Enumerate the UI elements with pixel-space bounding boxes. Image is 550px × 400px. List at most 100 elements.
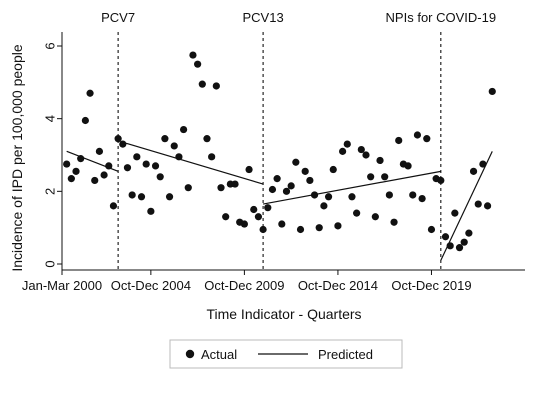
actual-point <box>362 151 370 159</box>
actual-point <box>95 147 104 155</box>
actual-point <box>72 167 80 175</box>
actual-point <box>77 155 85 163</box>
actual-point <box>231 180 239 188</box>
actual-series <box>63 51 496 252</box>
actual-point <box>184 184 192 192</box>
legend-label: Predicted <box>318 347 373 362</box>
actual-point <box>119 140 127 148</box>
y-tick-label: 0 <box>43 260 58 267</box>
actual-point <box>142 160 150 168</box>
actual-point <box>165 193 174 201</box>
axes: 0 2 4 6 Jan-Mar 2000 Oct-Dec 2004 Oct-Dec 2009… <box>22 32 525 293</box>
actual-point <box>474 200 482 208</box>
actual-point <box>151 162 160 170</box>
actual-point <box>465 229 473 237</box>
legend-label: Actual <box>201 347 237 362</box>
actual-point <box>137 193 146 201</box>
actual-point <box>455 244 464 252</box>
actual-point <box>268 185 277 194</box>
actual-point <box>310 191 319 199</box>
actual-point <box>427 225 436 234</box>
actual-point <box>483 202 492 210</box>
actual-point <box>451 209 459 217</box>
actual-point <box>329 165 337 174</box>
actual-point <box>133 153 141 161</box>
actual-point <box>189 51 197 59</box>
y-tick-label: 6 <box>43 42 58 49</box>
actual-point <box>86 89 94 97</box>
actual-point <box>161 135 169 143</box>
actual-point <box>67 175 75 183</box>
actual-point <box>212 82 220 90</box>
legend-dot-marker <box>185 349 195 359</box>
x-tick-label: Oct-Dec 2009 <box>204 278 284 293</box>
actual-point <box>315 224 323 232</box>
actual-point <box>217 184 225 192</box>
actual-point <box>395 136 403 145</box>
actual-point <box>404 162 412 170</box>
actual-point <box>123 164 132 172</box>
x-axis-title: Time Indicator - Quarters <box>206 306 361 322</box>
actual-point <box>259 225 267 234</box>
actual-point <box>105 162 113 170</box>
actual-point <box>385 191 393 199</box>
actual-point <box>278 220 286 228</box>
actual-point <box>156 173 164 181</box>
actual-point <box>306 176 314 185</box>
actual-point <box>81 116 89 125</box>
actual-point <box>339 147 347 155</box>
actual-point <box>175 153 183 161</box>
actual-point <box>240 220 248 228</box>
y-axis-title: Incidence of IPD per 100,000 people <box>9 44 25 271</box>
actual-point <box>296 225 305 234</box>
actual-point <box>413 131 422 139</box>
actual-point <box>91 176 99 185</box>
actual-point <box>353 209 361 217</box>
actual-point <box>109 202 118 210</box>
actual-point <box>469 167 478 175</box>
actual-point <box>179 125 188 134</box>
actual-point <box>301 167 309 175</box>
actual-point <box>460 238 468 246</box>
y-tick-label: 2 <box>43 188 58 195</box>
predicted-series <box>66 141 493 261</box>
actual-point <box>264 204 272 212</box>
predicted-line-segment <box>440 151 493 261</box>
actual-point <box>441 233 450 241</box>
actual-point <box>287 182 295 190</box>
actual-point <box>348 193 356 201</box>
actual-point <box>203 135 211 143</box>
actual-point <box>198 80 206 88</box>
actual-point <box>367 173 375 181</box>
actual-point <box>423 135 431 143</box>
actual-point <box>194 60 202 68</box>
actual-point <box>245 165 253 174</box>
actual-point <box>371 213 379 221</box>
event-label: PCV13 <box>242 10 283 25</box>
actual-point <box>446 242 454 250</box>
x-tick-label: Oct-Dec 2004 <box>111 278 191 293</box>
actual-point <box>343 140 351 148</box>
actual-point <box>254 213 263 221</box>
actual-point <box>222 213 230 221</box>
legend-box <box>169 339 403 369</box>
actual-point <box>376 156 384 165</box>
actual-point <box>409 191 417 199</box>
actual-point <box>479 160 487 168</box>
actual-point <box>128 191 136 199</box>
actual-point <box>147 207 155 215</box>
event-label: NPIs for COVID-19 <box>386 10 497 25</box>
actual-point <box>437 176 445 185</box>
actual-point <box>390 218 398 226</box>
x-tick-label: Jan-Mar 2000 <box>22 278 102 293</box>
actual-point <box>357 145 365 154</box>
actual-point <box>114 135 122 143</box>
predicted-line-segment <box>122 141 264 185</box>
actual-point <box>282 187 291 195</box>
legend: Actual Predicted <box>169 339 403 369</box>
actual-point <box>292 158 300 166</box>
actual-point <box>250 205 258 214</box>
actual-point <box>208 153 216 161</box>
actual-point <box>320 202 328 210</box>
